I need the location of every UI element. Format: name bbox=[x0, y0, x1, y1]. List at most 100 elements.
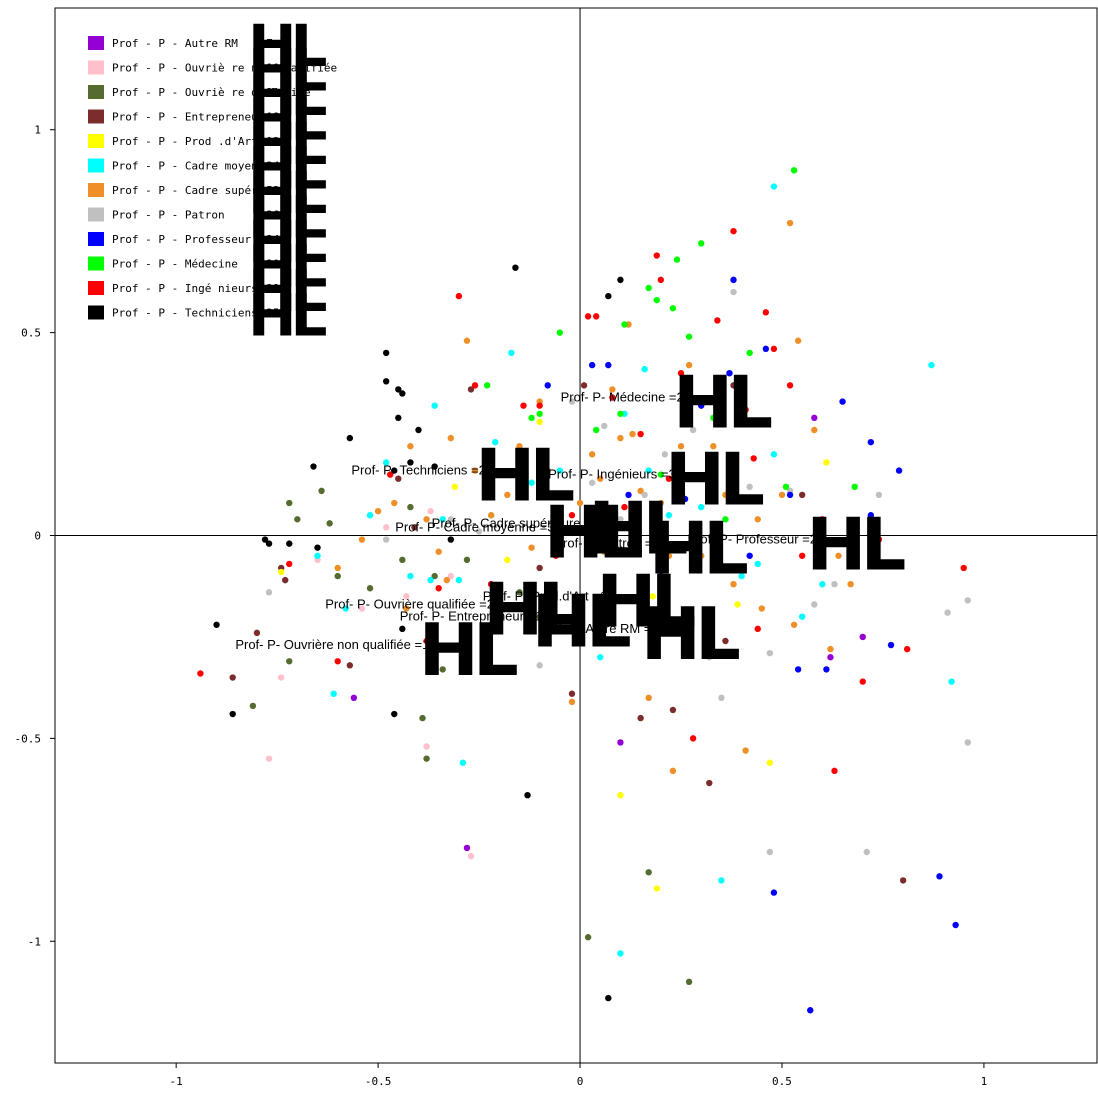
legend-swatch-7 bbox=[88, 207, 104, 222]
data-point-series-1 bbox=[467, 852, 475, 860]
data-point-series-10 bbox=[819, 516, 826, 523]
data-point-series-5 bbox=[382, 459, 390, 466]
legend-label-8: Prof - P - Professeur bbox=[112, 233, 251, 246]
data-point-series-6 bbox=[407, 443, 414, 450]
data-point-series-10 bbox=[334, 658, 341, 665]
legend-count-5: n=34 bbox=[253, 160, 280, 173]
data-point-series-7 bbox=[863, 848, 870, 856]
legend-marker-2: HL bbox=[248, 61, 327, 129]
data-point-series-7 bbox=[831, 580, 838, 588]
data-point-series-5 bbox=[455, 576, 463, 584]
legend-swatch-2 bbox=[88, 85, 104, 99]
data-point-series-4 bbox=[451, 483, 459, 491]
data-point-series-11 bbox=[314, 544, 321, 551]
legend-swatch-3 bbox=[88, 109, 104, 124]
data-point-series-10 bbox=[487, 580, 495, 588]
data-point-series-5 bbox=[698, 503, 705, 511]
legend-swatch-5 bbox=[88, 158, 104, 173]
data-point-series-2 bbox=[249, 702, 257, 710]
data-point-series-10 bbox=[657, 276, 665, 284]
data-point-series-10 bbox=[786, 382, 794, 389]
data-point-series-9 bbox=[645, 284, 652, 292]
centroid-label-4: Prof- P- Prod.d'Art =13 bbox=[483, 588, 614, 603]
data-point-series-11 bbox=[391, 710, 398, 718]
data-point-series-9 bbox=[698, 240, 705, 247]
data-point-series-2 bbox=[685, 978, 693, 986]
data-point-series-3 bbox=[282, 576, 289, 584]
data-point-series-6 bbox=[443, 576, 450, 584]
data-point-series-6 bbox=[754, 516, 761, 523]
legend-marker-1: HL bbox=[248, 37, 327, 105]
centroid-label-8: Prof- P- Professeur =24 bbox=[687, 532, 824, 547]
data-point-series-6 bbox=[730, 580, 737, 588]
data-point-series-8 bbox=[544, 382, 551, 389]
data-point-series-10 bbox=[584, 313, 592, 320]
centroid-label-3: Prof- P- Entrepreneur =18 bbox=[400, 609, 550, 624]
data-point-series-6 bbox=[790, 621, 798, 628]
data-point-series-6 bbox=[483, 641, 491, 649]
data-point-series-3 bbox=[229, 674, 236, 681]
legend-marker-3: HL bbox=[248, 86, 327, 154]
data-points bbox=[197, 167, 971, 1014]
data-point-series-6 bbox=[778, 491, 786, 499]
data-point-series-6 bbox=[576, 499, 584, 507]
data-point-series-7 bbox=[601, 422, 608, 430]
x-tick-label: -1 bbox=[170, 1075, 183, 1088]
data-point-series-1 bbox=[265, 755, 273, 762]
data-point-series-6 bbox=[811, 426, 818, 434]
y-tick-label: 0 bbox=[34, 530, 41, 543]
data-point-series-11 bbox=[395, 386, 402, 393]
data-point-series-8 bbox=[887, 641, 895, 649]
data-point-series-11 bbox=[447, 536, 454, 543]
data-point-series-11 bbox=[617, 276, 624, 284]
legend-swatch-11 bbox=[88, 305, 104, 320]
data-point-series-7 bbox=[944, 609, 951, 616]
legend-marker-9: HL bbox=[248, 233, 327, 301]
centroid-marker-7: HL bbox=[649, 507, 747, 591]
data-point-series-7 bbox=[641, 491, 648, 499]
data-point-series-2 bbox=[419, 714, 426, 722]
data-point-series-10 bbox=[730, 227, 737, 235]
data-point-series-5 bbox=[556, 467, 564, 474]
data-point-series-11 bbox=[524, 791, 531, 799]
legend-count-6: n=53 bbox=[253, 184, 280, 197]
data-point-series-3 bbox=[580, 382, 588, 389]
data-point-series-10 bbox=[423, 637, 430, 645]
data-point-series-5 bbox=[738, 572, 745, 580]
data-point-series-1 bbox=[447, 572, 454, 580]
centroid-label-2: Prof- P- Ouvrière qualifiée =21 bbox=[325, 596, 501, 611]
data-point-series-5 bbox=[770, 183, 778, 190]
data-point-series-1 bbox=[277, 674, 285, 681]
data-point-series-4 bbox=[617, 791, 624, 799]
data-point-series-6 bbox=[835, 552, 842, 559]
data-point-series-10 bbox=[609, 394, 616, 401]
legend-swatch-10 bbox=[88, 281, 104, 295]
centroid-marker-9: HL bbox=[673, 361, 771, 445]
data-point-series-5 bbox=[597, 654, 604, 661]
data-point-series-10 bbox=[770, 345, 778, 353]
data-point-series-2 bbox=[399, 556, 406, 564]
data-point-series-2 bbox=[463, 556, 471, 564]
data-point-series-6 bbox=[722, 491, 729, 499]
y-tick-label: -0.5 bbox=[15, 732, 42, 745]
data-point-series-2 bbox=[536, 613, 543, 620]
data-point-series-3 bbox=[395, 475, 402, 482]
data-point-series-6 bbox=[758, 605, 765, 612]
data-point-series-6 bbox=[487, 512, 495, 519]
data-point-series-2 bbox=[366, 585, 374, 592]
legend-count-9: n=20 bbox=[253, 258, 280, 271]
legend-count-1: n=10 bbox=[253, 62, 280, 75]
centroid-marker-0: HL bbox=[641, 592, 739, 676]
data-point-series-3 bbox=[798, 491, 806, 499]
data-point-series-10 bbox=[762, 309, 770, 316]
data-point-series-8 bbox=[698, 402, 705, 409]
data-point-series-6 bbox=[617, 434, 624, 442]
data-point-series-6 bbox=[471, 467, 479, 474]
data-point-series-6 bbox=[403, 605, 410, 612]
legend-label-1: Prof - P - Ouvriè re non qualifiée bbox=[112, 62, 337, 75]
data-point-series-11 bbox=[399, 390, 406, 397]
centroid-label-9: Prof- P- Médecine =20 bbox=[561, 390, 691, 405]
data-point-series-6 bbox=[827, 645, 834, 653]
data-point-series-6 bbox=[742, 747, 749, 754]
data-point-series-2 bbox=[286, 499, 293, 507]
